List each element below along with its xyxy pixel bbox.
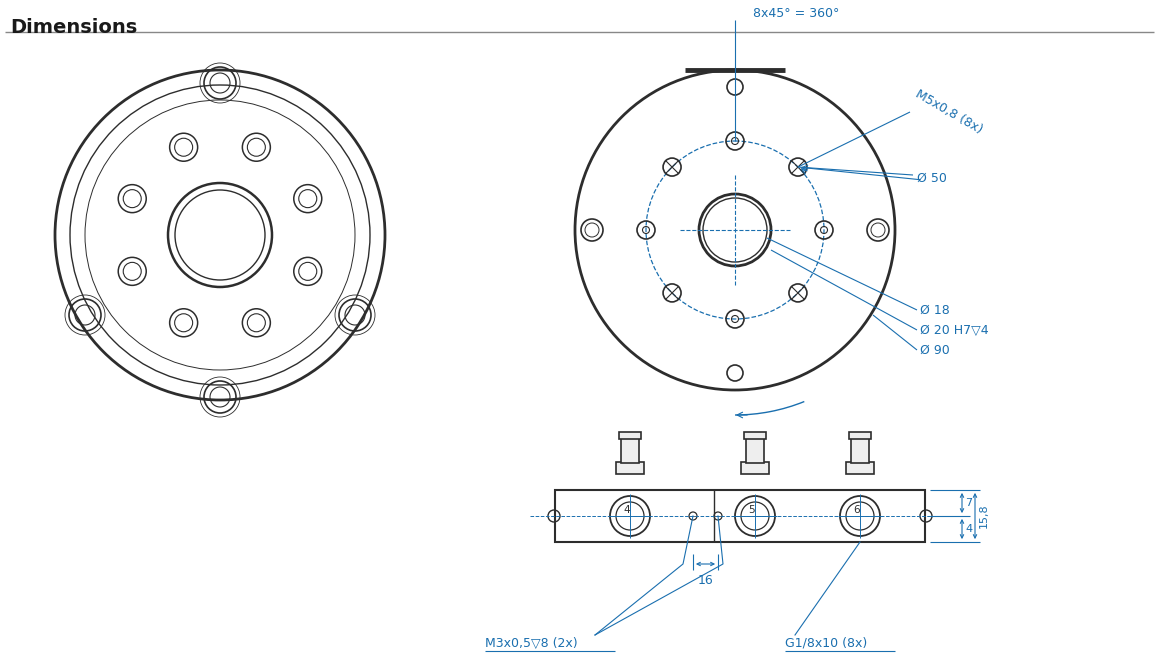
Text: 4: 4 [965,524,972,534]
Bar [851,437,869,463]
Text: 8x45° = 360°: 8x45° = 360° [753,7,839,20]
Text: 5: 5 [748,505,755,515]
Bar [619,432,641,439]
Bar [744,432,766,439]
Text: Ø 50: Ø 50 [917,172,947,184]
Text: 16: 16 [698,574,714,587]
Text: 15,8: 15,8 [979,504,989,528]
Text: Ø 20 H7▽4: Ø 20 H7▽4 [920,324,989,337]
Text: G1/8x10 (8x): G1/8x10 (8x) [785,637,867,650]
Bar [615,462,644,474]
Bar [850,432,872,439]
Text: M5x0,8 (8x): M5x0,8 (8x) [913,88,985,137]
Bar [621,437,639,463]
Bar [741,462,770,474]
Text: 4: 4 [624,505,629,515]
Text: M3x0,5▽8 (2x): M3x0,5▽8 (2x) [484,637,577,650]
Text: Dimensions: Dimensions [10,18,137,37]
Bar [746,437,764,463]
Text: Ø 18: Ø 18 [920,304,949,316]
Text: Ø 90: Ø 90 [920,343,949,357]
Text: 6: 6 [853,505,860,515]
Text: 7: 7 [965,498,972,508]
Bar [555,490,925,542]
Bar [846,462,874,474]
